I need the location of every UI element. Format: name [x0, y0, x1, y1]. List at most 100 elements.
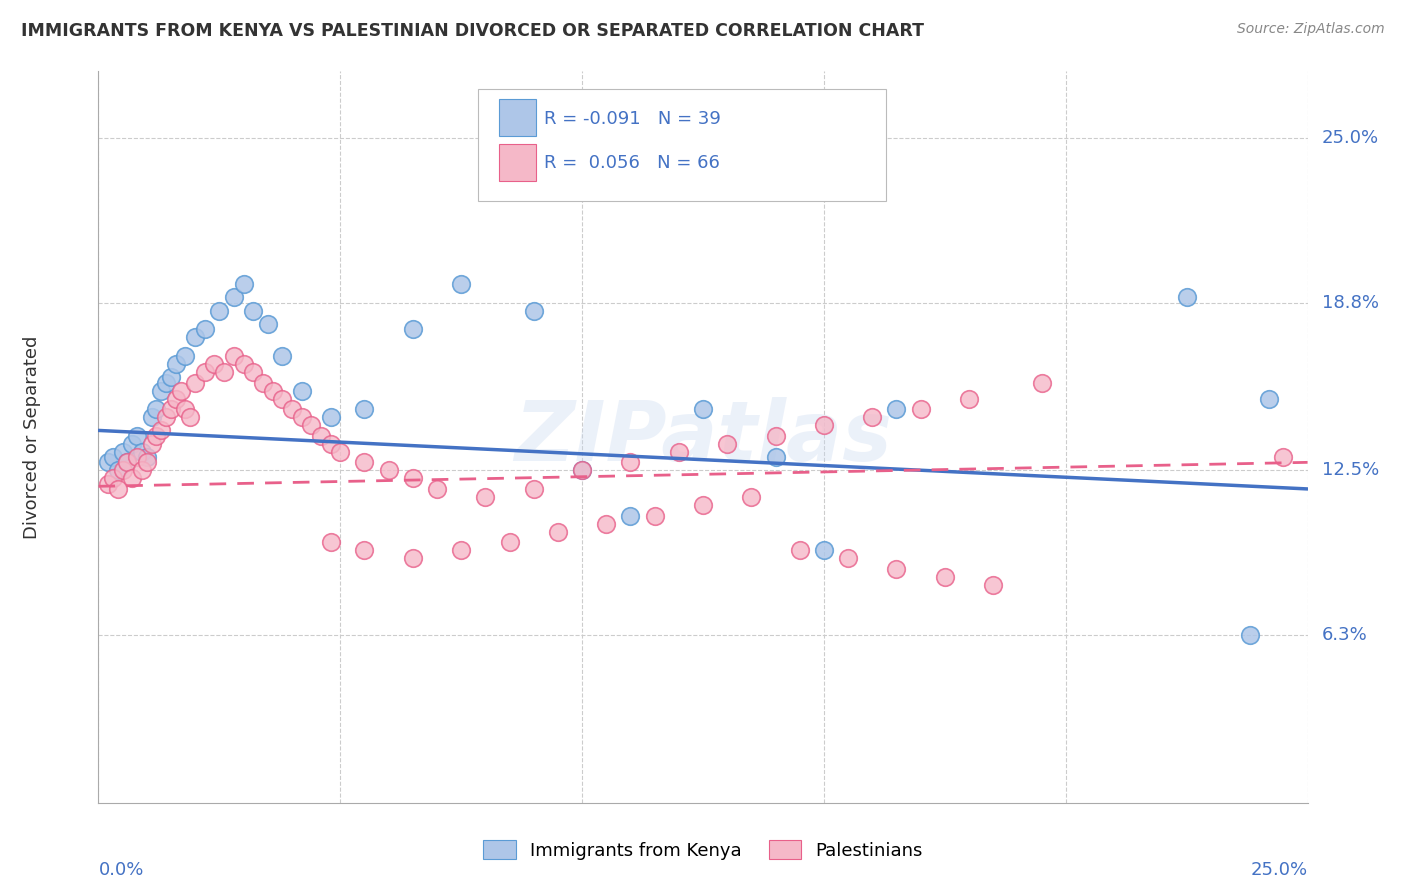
Point — [150, 424, 173, 438]
Point — [107, 482, 129, 496]
Legend: Immigrants from Kenya, Palestinians: Immigrants from Kenya, Palestinians — [475, 833, 931, 867]
Point — [194, 365, 217, 379]
Point — [204, 357, 226, 371]
Point — [222, 290, 245, 304]
Point — [155, 376, 177, 390]
Point — [740, 490, 762, 504]
Point — [547, 524, 569, 539]
Text: IMMIGRANTS FROM KENYA VS PALESTINIAN DIVORCED OR SEPARATED CORRELATION CHART: IMMIGRANTS FROM KENYA VS PALESTINIAN DIV… — [21, 22, 924, 40]
Text: Divorced or Separated: Divorced or Separated — [22, 335, 41, 539]
Point — [290, 384, 312, 398]
Point — [271, 392, 294, 406]
Point — [353, 402, 375, 417]
Point — [813, 543, 835, 558]
Point — [319, 436, 342, 450]
Point — [716, 436, 738, 450]
Point — [281, 402, 304, 417]
Point — [160, 402, 183, 417]
Point — [212, 365, 235, 379]
Point — [1272, 450, 1295, 464]
Text: 25.0%: 25.0% — [1250, 862, 1308, 880]
Point — [121, 436, 143, 450]
Point — [127, 450, 149, 464]
Point — [131, 444, 153, 458]
Point — [837, 551, 859, 566]
Point — [668, 444, 690, 458]
Point — [1257, 392, 1279, 406]
Point — [165, 392, 187, 406]
Point — [232, 357, 254, 371]
Point — [117, 455, 139, 469]
Point — [155, 410, 177, 425]
Point — [141, 436, 163, 450]
Point — [1175, 290, 1198, 304]
Point — [141, 410, 163, 425]
Text: 12.5%: 12.5% — [1322, 461, 1379, 479]
Point — [256, 317, 278, 331]
Text: ZIPatlas: ZIPatlas — [515, 397, 891, 477]
Point — [692, 498, 714, 512]
Text: 0.0%: 0.0% — [98, 862, 143, 880]
Point — [353, 543, 375, 558]
Point — [692, 402, 714, 417]
Point — [290, 410, 312, 425]
Point — [329, 444, 352, 458]
Point — [127, 429, 149, 443]
Point — [474, 490, 496, 504]
Point — [135, 450, 157, 464]
Point — [101, 450, 124, 464]
Point — [101, 471, 124, 485]
Text: 6.3%: 6.3% — [1322, 626, 1368, 644]
Point — [934, 570, 956, 584]
Point — [957, 392, 980, 406]
Point — [981, 577, 1004, 591]
Point — [121, 471, 143, 485]
Point — [523, 303, 546, 318]
Point — [498, 535, 520, 549]
Point — [319, 535, 342, 549]
Point — [619, 455, 641, 469]
Point — [111, 463, 134, 477]
Point — [174, 349, 197, 363]
Point — [222, 349, 245, 363]
Point — [571, 463, 593, 477]
Point — [319, 410, 342, 425]
Point — [97, 476, 120, 491]
Point — [353, 455, 375, 469]
Point — [242, 365, 264, 379]
Point — [262, 384, 284, 398]
Point — [117, 455, 139, 469]
Point — [765, 429, 787, 443]
Point — [813, 418, 835, 433]
Point — [1239, 628, 1261, 642]
Point — [886, 402, 908, 417]
Point — [145, 429, 167, 443]
Point — [184, 330, 207, 344]
Point — [107, 463, 129, 477]
Point — [523, 482, 546, 496]
Point — [765, 450, 787, 464]
Point — [232, 277, 254, 292]
Point — [402, 322, 425, 336]
Point — [208, 303, 231, 318]
Point — [377, 463, 399, 477]
Point — [131, 463, 153, 477]
Text: R =  0.056   N = 66: R = 0.056 N = 66 — [544, 154, 720, 172]
Point — [426, 482, 449, 496]
Point — [194, 322, 217, 336]
Point — [271, 349, 294, 363]
Point — [252, 376, 274, 390]
Point — [402, 471, 425, 485]
Point — [860, 410, 883, 425]
Text: 18.8%: 18.8% — [1322, 293, 1379, 312]
Point — [184, 376, 207, 390]
Point — [165, 357, 187, 371]
Point — [910, 402, 932, 417]
Point — [145, 402, 167, 417]
Point — [169, 384, 191, 398]
Point — [1031, 376, 1053, 390]
Text: 25.0%: 25.0% — [1322, 128, 1379, 147]
Point — [135, 455, 157, 469]
Text: Source: ZipAtlas.com: Source: ZipAtlas.com — [1237, 22, 1385, 37]
Point — [299, 418, 322, 433]
